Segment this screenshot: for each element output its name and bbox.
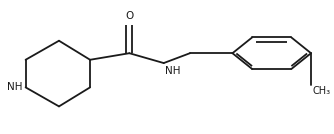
Text: O: O [125, 11, 134, 21]
Text: NH: NH [7, 82, 22, 92]
Text: CH₃: CH₃ [313, 86, 331, 96]
Text: NH: NH [165, 66, 181, 76]
